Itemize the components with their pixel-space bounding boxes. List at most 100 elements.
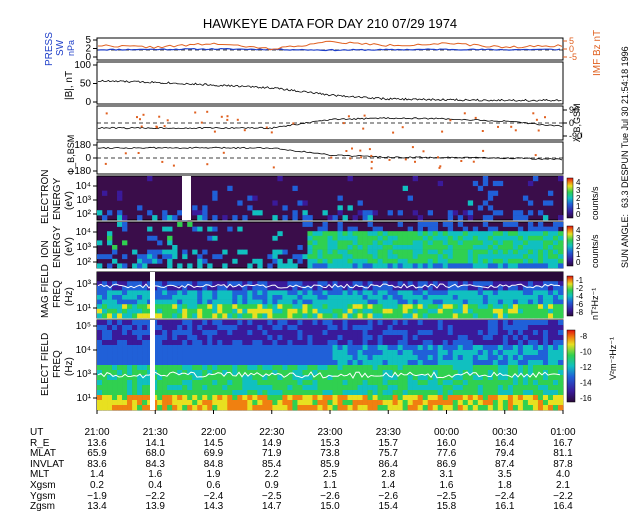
- mag-cell-324: [257, 290, 263, 296]
- lat-dot-5: [441, 130, 444, 133]
- ion-cell-54: [182, 249, 188, 255]
- elect-cell-479: [227, 375, 233, 381]
- mag-cell-217: [202, 304, 208, 310]
- ion-cell-184: [352, 226, 358, 232]
- elect-cell-583: [257, 355, 263, 361]
- elect-cell-414: [212, 320, 218, 326]
- elect-cell-225: [157, 365, 163, 371]
- ion-cell-179: [347, 245, 353, 250]
- ion-cell-555: [557, 263, 564, 269]
- lat-dot-16: [535, 118, 538, 121]
- elect-cell-1242: [442, 320, 449, 326]
- mag-cell-794: [492, 290, 499, 296]
- elect-cell-1358: [472, 360, 479, 366]
- electron-cell-89: [472, 180, 479, 187]
- ion-cell-436: [492, 258, 499, 264]
- mag-cell-348: [267, 308, 273, 314]
- elect-cell-398: [207, 330, 213, 336]
- mag-cell-592: [392, 281, 398, 287]
- elect-cell-1068: [392, 350, 398, 356]
- elect-cell-149: [137, 345, 143, 351]
- mag-cell-800: [497, 272, 504, 277]
- mag-cell-590: [392, 272, 398, 277]
- phi-dot-14: [472, 160, 475, 163]
- elect-cell-822: [322, 380, 328, 386]
- ion-cell-469: [512, 249, 519, 255]
- elect-cell-1283: [452, 345, 459, 351]
- elect-cell-918: [352, 320, 358, 326]
- elect-cell-363: [197, 335, 203, 341]
- elect-cell-1363: [472, 385, 479, 391]
- mag-cell-136: [162, 299, 168, 305]
- mag-cell-659: [422, 313, 429, 319]
- elect-cell-641: [272, 375, 278, 381]
- electron-cell-106: [512, 215, 519, 221]
- ephemeris-cell: −2.4: [494, 490, 515, 502]
- ion-cell-15: [122, 226, 128, 232]
- mag-cell-782: [487, 281, 494, 287]
- elect-cell-1603: [542, 325, 549, 331]
- elect-cell-669: [282, 335, 288, 341]
- mag-cell-724: [457, 290, 464, 296]
- ion-cell-280: [407, 240, 413, 246]
- elect-cell-351: [192, 365, 198, 371]
- ion-cell-189: [352, 249, 358, 255]
- ion-cell-240: [382, 249, 388, 255]
- mag-cell-11: [102, 276, 108, 282]
- elect-cell-927: [352, 365, 358, 371]
- elect-cell-134: [132, 360, 138, 366]
- elect-cell-1582: [532, 400, 539, 406]
- elect-cell-69: [112, 395, 118, 401]
- elect-cell-1134: [412, 320, 418, 326]
- elect-cell-422: [212, 360, 218, 366]
- elect-cell-1011: [377, 335, 383, 341]
- elect-cell-1032: [382, 350, 388, 356]
- ion-cell-374: [457, 254, 464, 260]
- mag-cell-41: [117, 276, 123, 282]
- elect-cell-1449: [497, 365, 504, 371]
- elect-cell-617: [267, 345, 273, 351]
- electron-cell-62: [347, 176, 353, 182]
- elect-cell-1333: [467, 325, 474, 331]
- mag-cell-796: [492, 299, 499, 305]
- electron-tick-label-1: 10³: [77, 195, 92, 206]
- mag-cell-34: [112, 290, 118, 296]
- ion-cell-143: [327, 240, 333, 246]
- elect-cell-157: [137, 385, 143, 391]
- mag-cell-588: [387, 308, 393, 314]
- ion-cell-263: [397, 240, 403, 246]
- elect-cell-691: [287, 355, 293, 361]
- mag-cell-599: [392, 313, 398, 319]
- elect-cell-1660: [557, 340, 564, 346]
- ion-cell-30: [147, 254, 153, 260]
- mag-cell-272: [232, 281, 238, 287]
- ion-cell-65: [202, 258, 208, 264]
- elect-cell-1353: [472, 335, 479, 341]
- mag-cell-479: [332, 313, 338, 319]
- mag-cell-779: [482, 313, 489, 319]
- elect-cell-1300: [457, 340, 464, 346]
- ion-cell-337: [437, 249, 444, 255]
- elect-cell-1489: [507, 385, 514, 391]
- mag-cell-602: [397, 281, 403, 287]
- ion-cell-275: [402, 258, 408, 264]
- elect-cell-1602: [542, 320, 549, 326]
- mag-cell-688: [437, 308, 444, 314]
- electron-cell-95: [482, 215, 489, 221]
- elect-cell-228: [157, 380, 163, 386]
- elect-cell-1278: [452, 320, 459, 326]
- elect-cell-441: [217, 365, 223, 371]
- ion-cell-404: [477, 235, 484, 241]
- ion-cell-330: [432, 254, 439, 260]
- mag-cell-924: [557, 290, 564, 296]
- mag-cell-307: [247, 304, 253, 310]
- elect-cell-180: [147, 320, 153, 326]
- elect-cell-322: [182, 400, 188, 406]
- elect-cell-274: [172, 340, 178, 346]
- mag-cell-477: [332, 304, 338, 310]
- ephemeris-cell: 0.6: [206, 480, 221, 491]
- ion-cell-81: [252, 258, 258, 264]
- elect-cell-1648: [552, 370, 559, 376]
- elect-cell-1382: [477, 390, 484, 396]
